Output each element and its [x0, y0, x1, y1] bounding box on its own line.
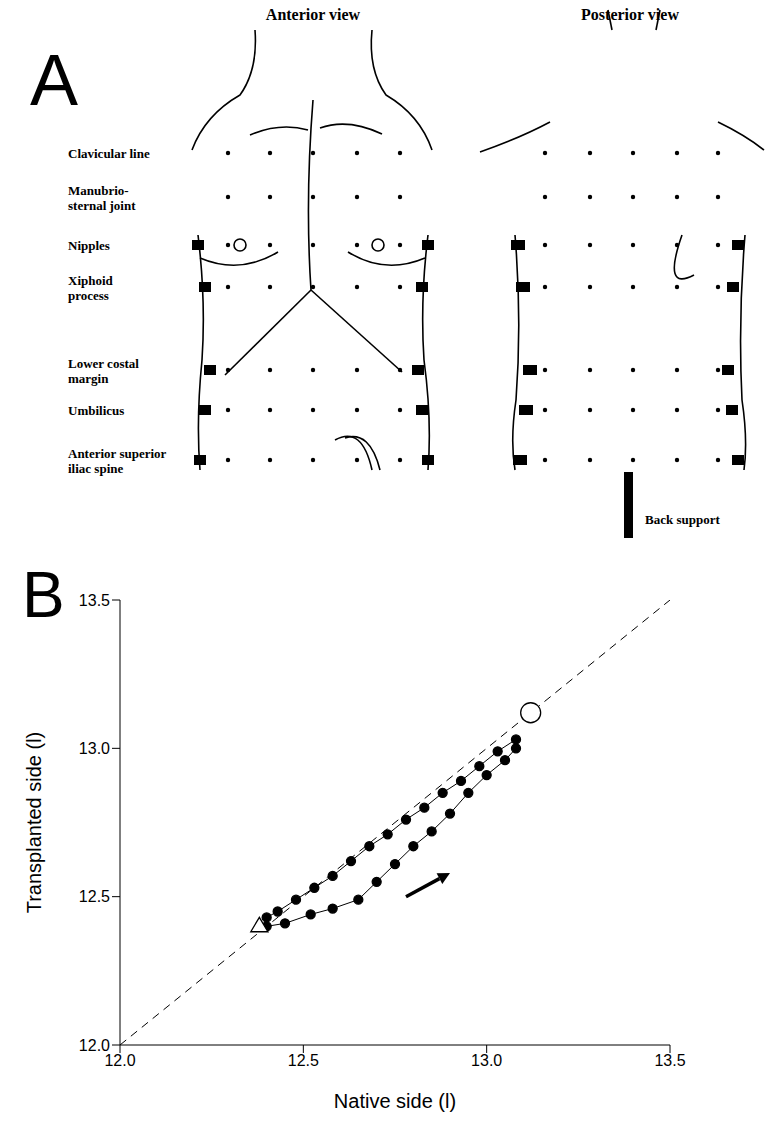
svg-text:13.0: 13.0 [79, 740, 110, 757]
svg-text:Umbilicus: Umbilicus [68, 403, 124, 418]
svg-text:Clavicular line: Clavicular line [68, 146, 150, 161]
svg-text:Back support: Back support [645, 512, 720, 527]
svg-text:Native side (l): Native side (l) [334, 1090, 456, 1112]
svg-text:13.5: 13.5 [654, 1052, 685, 1069]
svg-text:Anterior superioriliac spine: Anterior superioriliac spine [68, 446, 167, 476]
svg-text:Manubrio-sternal joint: Manubrio-sternal joint [68, 183, 136, 213]
svg-text:12.0: 12.0 [104, 1052, 135, 1069]
svg-text:Xiphoidprocess: Xiphoidprocess [68, 273, 114, 303]
html-text:B: B [22, 559, 65, 631]
svg-text:13.0: 13.0 [471, 1052, 502, 1069]
svg-text:Lower costalmargin: Lower costalmargin [68, 356, 139, 386]
svg-text:12.0: 12.0 [79, 1037, 110, 1054]
svg-text:12.5: 12.5 [288, 1052, 319, 1069]
svg-text:Posterior view: Posterior view [581, 6, 679, 23]
svg-text:Transplanted side (l): Transplanted side (l) [23, 732, 45, 914]
svg-text:Anterior view: Anterior view [266, 6, 361, 23]
svg-text:Nipples: Nipples [68, 238, 110, 253]
svg-text:13.5: 13.5 [79, 592, 110, 609]
svg-text:A: A [30, 40, 78, 120]
svg-text:12.5: 12.5 [79, 888, 110, 905]
